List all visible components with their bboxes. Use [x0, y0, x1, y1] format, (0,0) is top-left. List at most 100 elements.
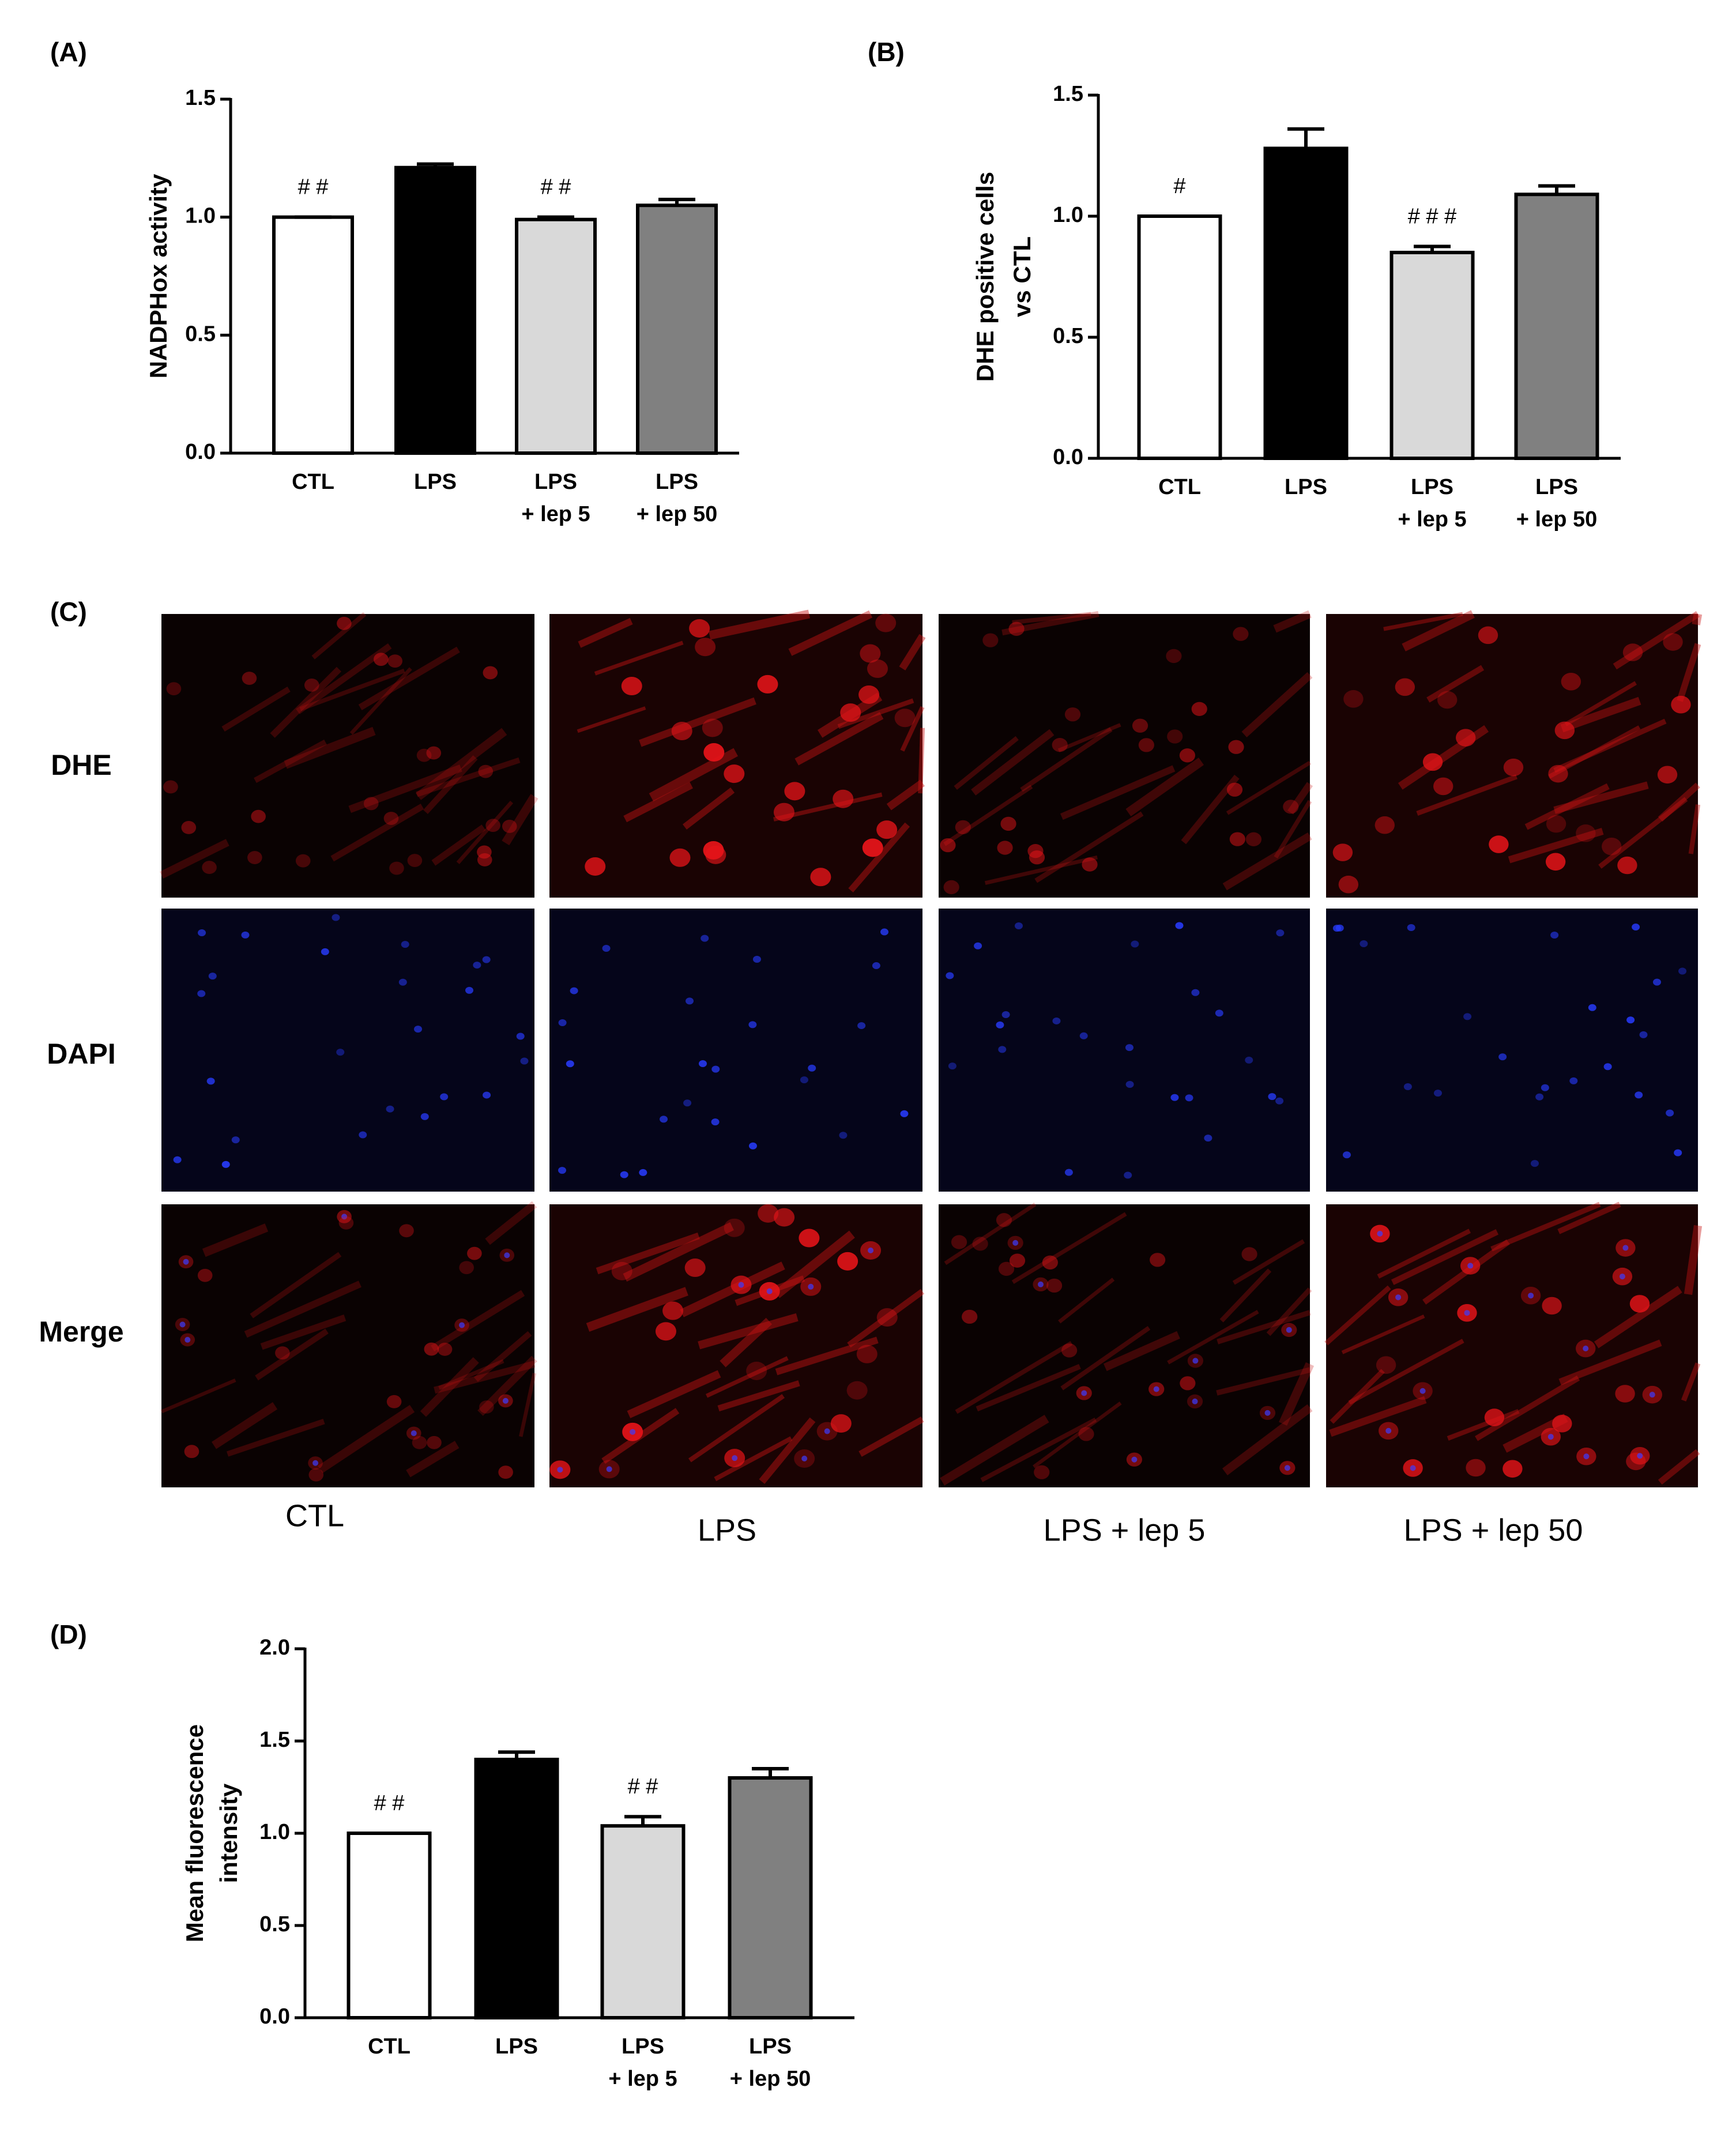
- streak: [847, 1288, 925, 1348]
- streak: [1598, 797, 1688, 869]
- nucleus: [606, 1466, 612, 1472]
- cell: [1554, 721, 1575, 740]
- cell: [1064, 707, 1081, 722]
- cell: [1535, 1093, 1544, 1101]
- cell: [338, 1216, 354, 1230]
- nucleus: [808, 1283, 814, 1290]
- cell: [748, 1142, 757, 1150]
- streak: [623, 782, 693, 823]
- micrograph: [939, 610, 1313, 898]
- x-tick-label: CTL: [292, 470, 334, 494]
- bar: [394, 165, 476, 455]
- cell: [473, 962, 481, 969]
- cell: [398, 978, 407, 986]
- cell: [440, 1093, 449, 1101]
- error-bar: [752, 1767, 789, 1778]
- nucleus: [1528, 1293, 1534, 1299]
- nucleus: [411, 1430, 417, 1437]
- cell: [655, 1322, 676, 1341]
- annotation: #: [1173, 174, 1185, 198]
- cell: [1245, 1056, 1253, 1064]
- streak: [415, 728, 507, 800]
- cell: [359, 1131, 367, 1139]
- nucleus: [630, 1429, 636, 1435]
- cell: [184, 1445, 199, 1459]
- cell: [1276, 929, 1285, 937]
- micrograph: [160, 612, 539, 898]
- nucleus: [312, 1460, 319, 1466]
- streak: [1266, 1287, 1312, 1336]
- cell: [387, 654, 402, 668]
- streak: [1330, 1369, 1385, 1424]
- cell: [467, 1246, 482, 1260]
- cell: [1561, 673, 1581, 691]
- nucleus: [1284, 1465, 1290, 1471]
- nucleus: [1419, 1388, 1426, 1394]
- image-background: [1326, 909, 1698, 1192]
- streak: [1658, 1449, 1700, 1485]
- y-tick-label: 0.0: [185, 440, 216, 464]
- cell: [689, 619, 710, 638]
- cell: [837, 1252, 858, 1271]
- error-bar: [417, 162, 454, 168]
- cell: [1588, 1004, 1596, 1011]
- bar: [1514, 193, 1599, 460]
- cell: [1484, 1408, 1505, 1427]
- cell: [1666, 1109, 1674, 1117]
- cell: [242, 672, 257, 685]
- cell: [1166, 649, 1182, 664]
- cell: [701, 935, 709, 942]
- streak: [899, 634, 926, 670]
- cell: [1546, 815, 1566, 833]
- x-tick-label: LPS: [495, 2034, 538, 2059]
- nucleus: [868, 1248, 874, 1254]
- cell: [420, 1113, 429, 1120]
- cell: [867, 659, 888, 678]
- cell: [558, 1019, 567, 1027]
- cell: [247, 851, 262, 864]
- streak: [1416, 774, 1517, 816]
- cell: [1663, 633, 1683, 651]
- nucleus: [557, 1467, 563, 1473]
- cell: [1626, 1016, 1635, 1024]
- streak: [954, 736, 1019, 790]
- streak: [1684, 1225, 1703, 1295]
- streak: [944, 1203, 1037, 1265]
- nucleus: [1264, 1410, 1271, 1416]
- cell: [711, 1118, 720, 1126]
- cell: [946, 972, 954, 979]
- cell: [703, 743, 725, 762]
- cell: [998, 1261, 1015, 1276]
- image-background: [549, 614, 922, 898]
- cell: [321, 948, 329, 955]
- error-bar: [1538, 184, 1575, 195]
- x-tick-label: + lep 50: [730, 2067, 811, 2091]
- cell: [1125, 1044, 1134, 1052]
- cell: [1376, 1356, 1396, 1374]
- streak: [1219, 1268, 1272, 1322]
- cell: [872, 962, 880, 970]
- cell: [483, 666, 498, 680]
- cell: [880, 928, 888, 936]
- cell: [860, 644, 881, 663]
- image-background: [1326, 614, 1698, 898]
- cell: [427, 1435, 442, 1449]
- y-tick-label: 0.5: [185, 322, 216, 346]
- streak: [1217, 1310, 1311, 1344]
- streak: [212, 1402, 278, 1449]
- streak: [943, 785, 1033, 846]
- cell: [810, 868, 831, 887]
- cell: [698, 1060, 707, 1067]
- nucleus: [738, 1282, 744, 1288]
- streak: [1058, 1278, 1115, 1324]
- cell: [1082, 857, 1098, 872]
- cell: [943, 880, 959, 895]
- streak: [254, 739, 327, 783]
- cell: [1008, 621, 1025, 636]
- streak: [688, 1394, 785, 1463]
- cell: [955, 820, 971, 835]
- streak: [244, 1280, 361, 1338]
- cell: [1489, 835, 1509, 853]
- cell: [1170, 1094, 1179, 1101]
- cell: [997, 841, 1013, 855]
